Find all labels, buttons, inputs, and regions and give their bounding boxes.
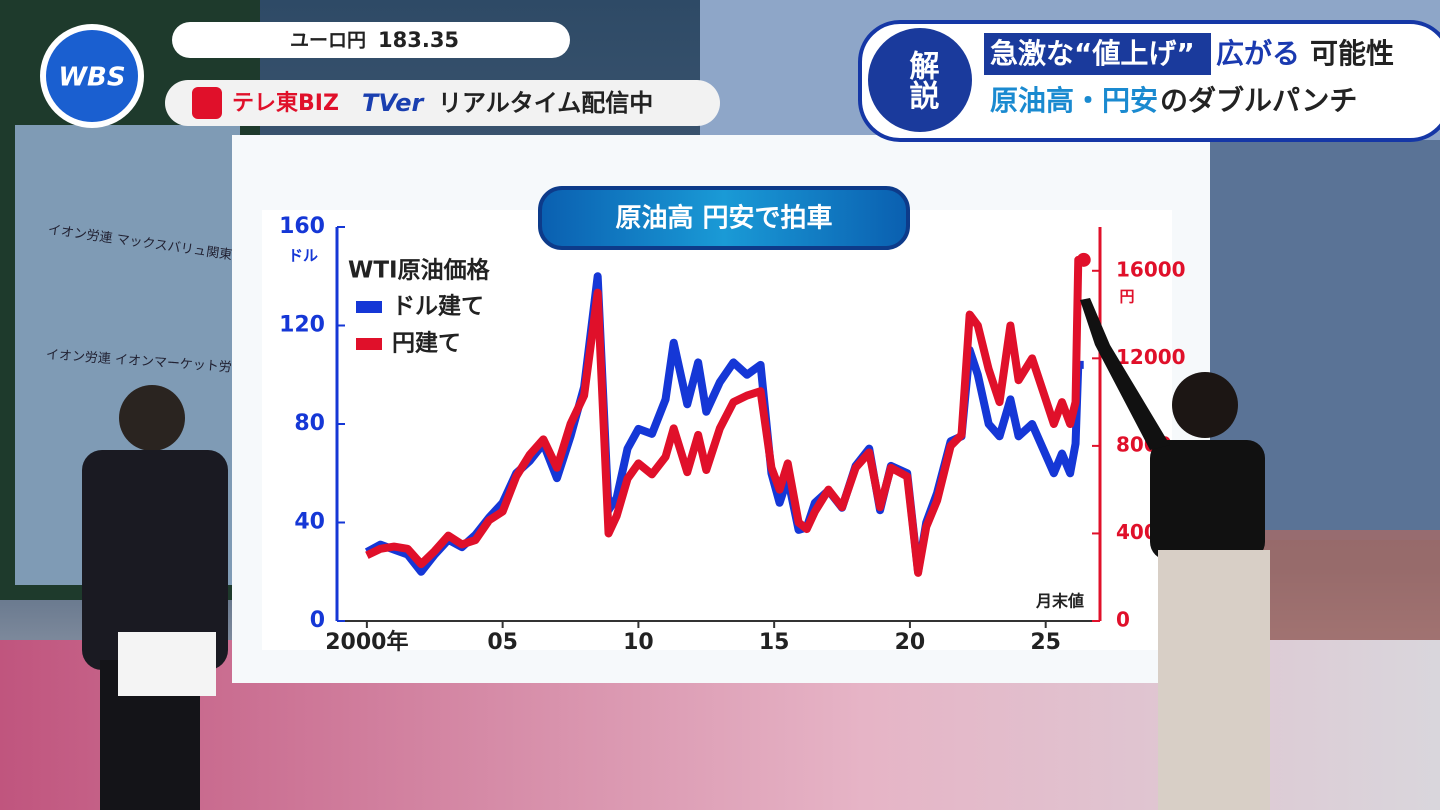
ticker-value: 183.35 bbox=[378, 28, 459, 52]
end-point bbox=[1076, 252, 1091, 267]
section: 解説 bbox=[904, 50, 940, 111]
legend-swatch bbox=[356, 301, 382, 313]
y-tick-label: 80 bbox=[294, 411, 325, 436]
y-tick-label: 0 bbox=[310, 608, 325, 633]
x-tick-label: 10 bbox=[623, 630, 654, 655]
x-tick-label: 15 bbox=[759, 630, 790, 655]
series-line bbox=[365, 255, 1084, 577]
x-tick-label: 05 bbox=[487, 630, 518, 655]
headline: 急激な“値上げ” bbox=[990, 37, 1195, 70]
y2-tick-label: 16000 bbox=[1116, 257, 1186, 281]
stream-brand: テレ東BIZ bbox=[232, 91, 339, 116]
presenter-right bbox=[1080, 298, 1270, 810]
y-tick-label: 120 bbox=[279, 313, 325, 338]
y-tick-label: 40 bbox=[294, 510, 325, 535]
section-badge bbox=[868, 28, 972, 132]
ticker-box bbox=[172, 22, 570, 58]
note: 月末値 bbox=[1035, 592, 1084, 611]
headline: のダブルパンチ bbox=[1160, 84, 1357, 117]
y2-unit: 円 bbox=[1119, 288, 1134, 306]
chart-title: 原油高 円安で拍車 bbox=[615, 203, 832, 234]
ticker-label: ユーロ円 bbox=[290, 30, 366, 52]
stream-partner: TVer bbox=[362, 89, 425, 117]
headline-highlight bbox=[984, 33, 1211, 75]
legend-label: 円建て bbox=[392, 331, 461, 357]
y-tick-label: 160 bbox=[279, 214, 325, 239]
logo-text: WBS bbox=[58, 63, 125, 93]
legend-label: ドル建て bbox=[392, 294, 484, 320]
headline: 広がる bbox=[1216, 37, 1300, 70]
brand-icon bbox=[192, 87, 222, 119]
headline: 可能性 bbox=[1310, 37, 1394, 70]
x-tick-label: 20 bbox=[895, 630, 926, 655]
stream-box bbox=[165, 80, 720, 126]
y2-tick-label: 0 bbox=[1116, 608, 1130, 632]
title-box bbox=[538, 186, 910, 250]
legend-swatch bbox=[356, 338, 382, 350]
stripes bbox=[1240, 530, 1440, 640]
x-tick-label: 2000年 bbox=[325, 629, 408, 655]
stream-text: リアルタイム配信中 bbox=[438, 89, 653, 117]
legend-title: WTI原油価格 bbox=[348, 257, 491, 284]
x-tick-label: 25 bbox=[1030, 630, 1061, 655]
headline: 原油高・円安 bbox=[990, 84, 1158, 117]
logo bbox=[46, 30, 138, 122]
y-unit: ドル bbox=[288, 247, 318, 265]
y2-tick-label: 12000 bbox=[1116, 345, 1186, 369]
presenter-left bbox=[82, 385, 228, 810]
